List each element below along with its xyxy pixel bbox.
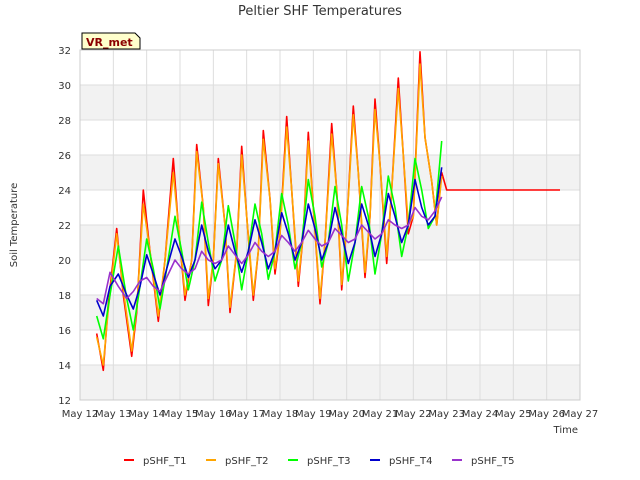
x-tick-label: May 15 xyxy=(162,409,199,420)
annotation-badge-shape xyxy=(81,32,141,50)
x-tick-label: May 12 xyxy=(62,409,99,420)
plot-band xyxy=(80,330,580,365)
series-line-pshf_t5 xyxy=(96,196,443,305)
plot-frame xyxy=(79,49,581,401)
x-tick-label: May 20 xyxy=(328,409,365,420)
legend-label: pSHF_T2 xyxy=(225,456,268,467)
y-tick-label: 22 xyxy=(58,221,71,232)
legend-label: pSHF_T1 xyxy=(143,456,186,467)
plot-band xyxy=(80,190,580,225)
annotation-badge: VR_met xyxy=(81,32,141,50)
legend-label: pSHF_T5 xyxy=(471,456,514,467)
x-tick-label: May 27 xyxy=(562,409,599,420)
x-tick-label: May 13 xyxy=(95,409,132,420)
y-tick-label: 16 xyxy=(58,326,71,337)
y-tick-label: 18 xyxy=(58,291,71,302)
x-tick-label: May 25 xyxy=(495,409,532,420)
legend-label: pSHF_T4 xyxy=(389,456,432,467)
x-tick-label: May 21 xyxy=(362,409,399,420)
y-tick-label: 14 xyxy=(58,361,71,372)
y-tick-labels: 12 14 16 18 20 22 24 26 28 30 32 xyxy=(58,46,71,407)
y-tick-label: 32 xyxy=(58,46,71,57)
series-line-pshf_t4 xyxy=(95,167,443,317)
x-tick-label: May 23 xyxy=(428,409,465,420)
series-lines xyxy=(95,51,560,372)
x-tick-label: May 26 xyxy=(528,409,565,420)
legend-label: pSHF_T3 xyxy=(307,456,350,467)
series-line-pshf_t2 xyxy=(95,63,443,366)
plot-band xyxy=(80,295,580,330)
annotation-badge-text: VR_met xyxy=(86,36,133,49)
y-axis-label: Soil Temperature xyxy=(9,183,20,268)
x-tick-label: May 17 xyxy=(228,409,265,420)
plot-band xyxy=(80,365,580,400)
y-tick-label: 20 xyxy=(58,256,71,267)
y-tick-label: 30 xyxy=(58,81,71,92)
plot-band xyxy=(80,50,580,85)
x-tick-label: May 14 xyxy=(128,409,165,420)
x-axis-label: Time xyxy=(553,425,578,436)
y-tick-label: 24 xyxy=(58,186,71,197)
y-tick-label: 12 xyxy=(58,396,71,407)
y-tick-label: 28 xyxy=(58,116,71,127)
plot-band xyxy=(80,85,580,120)
x-tick-label: May 22 xyxy=(395,409,432,420)
x-tick-label: May 18 xyxy=(262,409,299,420)
y-tick-label: 26 xyxy=(58,151,71,162)
x-tick-label: May 24 xyxy=(462,409,499,420)
x-tick-label: May 16 xyxy=(195,409,232,420)
chart-title: Peltier SHF Temperatures xyxy=(238,4,402,19)
legend: pSHF_T1 pSHF_T2 pSHF_T3 pSHF_T4 pSHF_T5 xyxy=(124,456,514,467)
x-tick-label: May 19 xyxy=(295,409,332,420)
